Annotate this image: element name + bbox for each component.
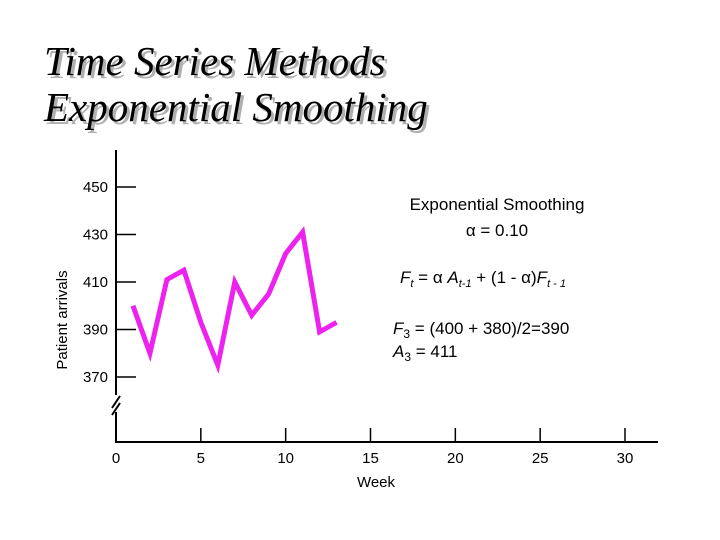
alpha-symbol: α (466, 221, 476, 240)
x-tick-label-25: 25 (532, 450, 549, 467)
a3-sub: 3 (404, 350, 411, 364)
x-tick-label-20: 20 (447, 450, 464, 467)
formula-alpha: α (433, 268, 443, 287)
f3-F: F (393, 319, 405, 338)
formula-sub-t-minus-1: t - 1 (547, 278, 566, 290)
formula-sub-t: t (410, 278, 414, 290)
y-tick-label-370: 370 (83, 369, 108, 386)
series (130, 226, 338, 374)
formula-A: A (443, 268, 459, 287)
y-tick-label-390: 390 (83, 322, 108, 339)
f3-sub: 3 (403, 327, 410, 341)
annotation-title: Exponential Smoothing (410, 195, 585, 214)
formula-eq: = (413, 268, 432, 287)
formula-alpha-2: α (521, 268, 531, 287)
a3-value: A3 = 411 (392, 342, 458, 364)
formula-sub-t-1: t-1 (459, 278, 472, 290)
annotations: Exponential Smoothing α = 0.10 Ft = α At… (392, 195, 584, 364)
x-axis-title: Week (357, 474, 396, 491)
f3-calculation: F3 = (400 + 380)/2=390 (393, 319, 569, 341)
series-line-1 (130, 226, 338, 374)
a3-A: A (392, 342, 404, 361)
y-ticks: 450 430 410 390 370 (83, 179, 136, 386)
formula: Ft = α At-1 + (1 - α)Ft - 1 (400, 268, 566, 290)
a3-rest: = 411 (411, 342, 457, 361)
x-tick-label-0: 0 (112, 450, 120, 467)
alpha-value: = 0.10 (476, 221, 528, 240)
formula-close: ) (531, 268, 537, 287)
formula-F: F (400, 268, 412, 287)
annotation-alpha: α = 0.10 (466, 221, 528, 240)
y-tick-label-430: 430 (83, 227, 108, 244)
axis-break-mark-1 (111, 395, 121, 409)
x-tick-label-5: 5 (197, 450, 205, 467)
f3-rest: = (400 + 380)/2=390 (410, 319, 569, 338)
x-tick-label-15: 15 (362, 450, 379, 467)
x-tick-label-10: 10 (277, 450, 294, 467)
y-tick-label-450: 450 (83, 179, 108, 196)
x-tick-label-30: 30 (617, 450, 634, 467)
formula-F-2: F (537, 268, 549, 287)
x-ticks: 0 5 10 15 20 25 30 (112, 428, 634, 467)
axis-break-mark-2 (111, 402, 121, 416)
y-axis-title: Patient arrivals (54, 270, 71, 369)
formula-mid: + (1 - (472, 268, 522, 287)
title-line-2: Exponential Smoothing (44, 84, 428, 130)
chart-title: Time Series Methods Exponential Smoothin… (44, 38, 428, 130)
title-line-1: Time Series Methods (44, 38, 386, 84)
y-tick-label-410: 410 (83, 274, 108, 291)
